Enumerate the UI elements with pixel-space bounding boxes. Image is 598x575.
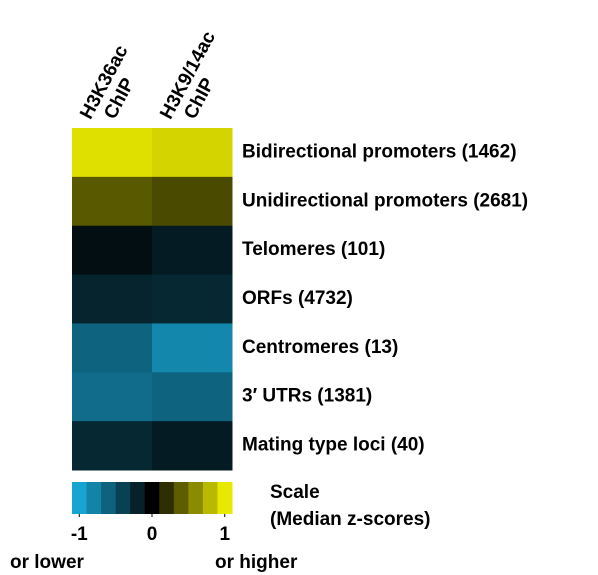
row-label: Mating type loci (40) [242,435,425,456]
color-bar-step [72,482,88,514]
color-bar-step [217,482,233,514]
row-label: ORFs (4732) [242,288,353,309]
row-label: Telomeres (101) [242,239,385,260]
heat-cell [72,176,153,227]
heat-cell [152,274,233,324]
heat-cell [152,372,233,422]
scale-title: Scale [270,482,320,503]
high-note: or higher [215,552,298,573]
color-bar-step [159,482,175,514]
color-bar-step [130,482,146,514]
color-bar-tick-label: -1 [71,524,88,545]
scale-subtitle: (Median z-scores) [270,509,430,530]
color-bar-step [173,482,189,514]
heat-cell [72,274,153,324]
color-bar-step [101,482,117,514]
heat-cell [72,421,153,471]
heat-cell [152,421,233,471]
color-bar-tick-label: 0 [147,524,158,545]
heat-cell [152,225,233,276]
heat-cell [152,176,233,227]
heat-cell [152,128,233,178]
color-bar-step [188,482,204,514]
heat-cell [72,323,153,373]
row-label: Unidirectional promoters (2681) [242,190,528,211]
row-label: Centromeres (13) [242,337,398,358]
row-label: 3′ UTRs (1381) [242,386,372,407]
heat-cell [72,225,153,276]
heat-cell [72,128,153,178]
color-bar-step [86,482,102,514]
color-bar-step [115,482,131,514]
row-label: Bidirectional promoters (1462) [242,141,517,162]
low-note: or lower [10,552,85,573]
color-bar-step [144,482,160,514]
color-bar-tick-label: 1 [219,524,230,545]
heat-cell [152,323,233,373]
heat-cell [72,372,153,422]
color-bar-step [202,482,218,514]
